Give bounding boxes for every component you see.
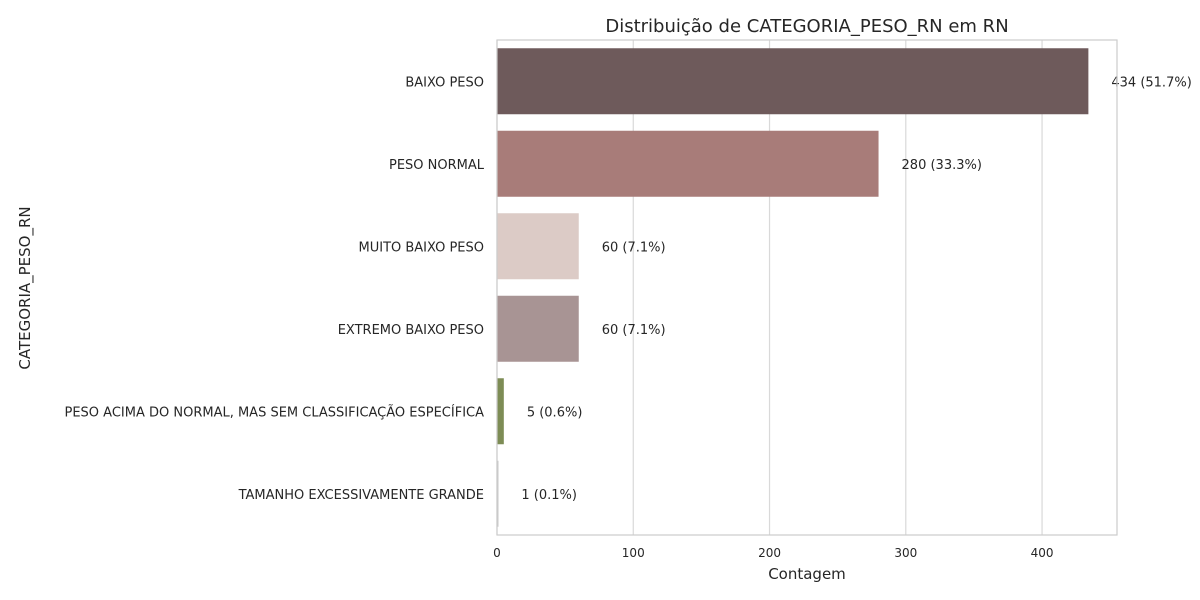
category-labels: BAIXO PESO PESO NORMAL MUITO BAIXO PESO EXT… bbox=[65, 75, 485, 503]
x-tick-label: 400 bbox=[1031, 546, 1054, 560]
bar-data-label: 60 (7.1%) bbox=[602, 240, 666, 255]
y-axis-label: CATEGORIA_PESO_RN bbox=[16, 206, 35, 369]
category-label: TAMANHO EXCESSIVAMENTE GRANDE bbox=[238, 488, 484, 503]
x-tick-label: 300 bbox=[894, 546, 917, 560]
bar bbox=[497, 48, 1089, 115]
bar-data-label: 5 (0.6%) bbox=[527, 405, 583, 420]
bar-data-label: 280 (33.3%) bbox=[902, 158, 982, 173]
bar bbox=[497, 295, 579, 362]
plot-frame bbox=[496, 39, 1118, 536]
x-axis-label: Contagem bbox=[768, 565, 846, 583]
x-tick-label: 100 bbox=[622, 546, 645, 560]
category-label: EXTREMO BAIXO PESO bbox=[338, 323, 484, 338]
x-tick-label: 200 bbox=[758, 546, 781, 560]
bar bbox=[497, 213, 579, 280]
bar bbox=[497, 378, 504, 445]
bar-data-label: 1 (0.1%) bbox=[521, 488, 577, 503]
chart-title: Distribuição de CATEGORIA_PESO_RN em RN bbox=[605, 16, 1008, 37]
bar bbox=[497, 460, 499, 527]
bar-data-label: 434 (51.7%) bbox=[1111, 75, 1191, 90]
category-label: MUITO BAIXO PESO bbox=[359, 240, 485, 255]
x-tick-label: 0 bbox=[493, 546, 501, 560]
bars-group bbox=[497, 48, 1089, 527]
category-label: BAIXO PESO bbox=[405, 75, 484, 90]
bar bbox=[497, 130, 879, 197]
category-label: PESO NORMAL bbox=[389, 158, 485, 173]
x-tick-labels: 0 100 200 300 400 bbox=[493, 546, 1053, 560]
data-labels: 434 (51.7%) 280 (33.3%) 60 (7.1%) 60 (7.1%)… bbox=[521, 75, 1191, 503]
bar-data-label: 60 (7.1%) bbox=[602, 323, 666, 338]
category-label: PESO ACIMA DO NORMAL, MAS SEM CLASSIFICA… bbox=[65, 404, 485, 420]
